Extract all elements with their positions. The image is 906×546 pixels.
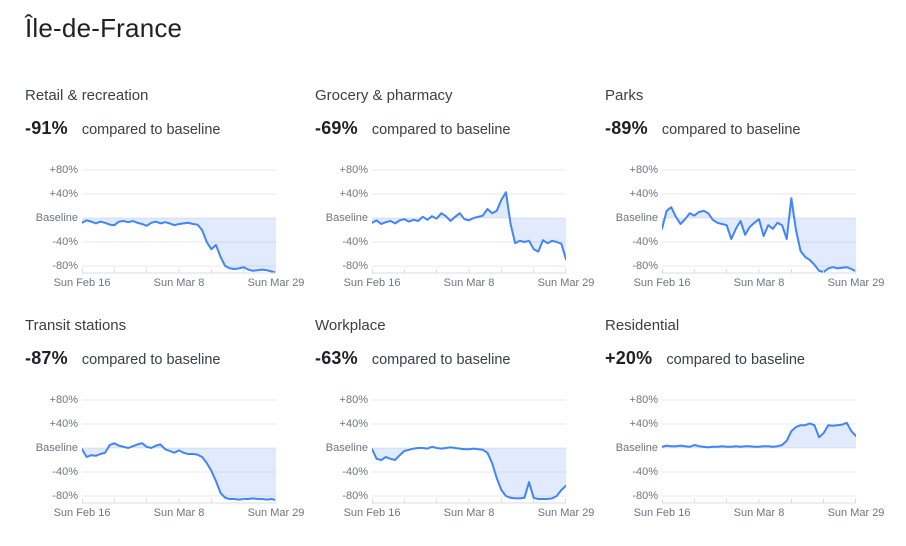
- y-axis-label: -40%: [632, 466, 658, 478]
- tile-transit-stations: Transit stations -87% compared to baseli…: [25, 316, 307, 546]
- mobility-chart: +80% +40% Baseline -40% -80% Sun Feb 16 …: [25, 383, 307, 523]
- tile-residential: Residential +20% compared to baseline +8…: [605, 316, 887, 546]
- chart-canvas: [372, 169, 566, 274]
- y-axis-label: +40%: [49, 188, 78, 200]
- delta-caption: compared to baseline: [371, 352, 511, 368]
- x-axis-label: Sun Feb 16: [343, 277, 401, 289]
- delta-value: -63%: [315, 348, 358, 368]
- x-axis-label: Sun Mar 29: [537, 507, 595, 519]
- category-title: Transit stations: [25, 317, 127, 334]
- y-axis-label: -40%: [342, 236, 368, 248]
- delta-row: -63% compared to baseline: [315, 348, 597, 370]
- y-axis-label: Baseline: [35, 212, 78, 224]
- delta-value: -89%: [605, 118, 648, 138]
- delta-value: -91%: [25, 118, 68, 138]
- tile-workplace: Workplace -63% compared to baseline +80%…: [315, 316, 597, 546]
- chart-canvas: [662, 169, 856, 274]
- x-axis-label: Sun Mar 8: [443, 277, 495, 289]
- delta-value: -87%: [25, 348, 68, 368]
- y-axis-label: +80%: [49, 394, 78, 406]
- y-axis-label: Baseline: [615, 212, 658, 224]
- y-axis-label: -80%: [342, 260, 368, 272]
- delta-value: -69%: [315, 118, 358, 138]
- mobility-report-page: Île-de-France Retail & recreation -91% c…: [0, 13, 906, 546]
- x-axis-label: Sun Mar 29: [247, 277, 305, 289]
- mobility-chart: +80% +40% Baseline -40% -80% Sun Feb 16 …: [315, 153, 597, 293]
- delta-row: -87% compared to baseline: [25, 348, 307, 370]
- category-title: Residential: [605, 317, 680, 334]
- x-axis-label: Sun Mar 8: [733, 277, 785, 289]
- delta-row: -89% compared to baseline: [605, 118, 887, 140]
- x-axis-label: Sun Mar 29: [537, 277, 595, 289]
- charts-grid: Retail & recreation -91% compared to bas…: [25, 86, 906, 546]
- x-axis-label: Sun Mar 29: [247, 507, 305, 519]
- delta-caption: compared to baseline: [81, 352, 221, 368]
- x-axis-label: Sun Mar 29: [827, 507, 885, 519]
- mobility-chart: +80% +40% Baseline -40% -80% Sun Feb 16 …: [605, 153, 887, 293]
- x-axis-label: Sun Feb 16: [343, 507, 401, 519]
- y-axis-label: -80%: [632, 260, 658, 272]
- x-axis-label: Sun Mar 8: [153, 507, 205, 519]
- x-axis-label: Sun Mar 8: [733, 507, 785, 519]
- y-axis-label: +80%: [629, 394, 658, 406]
- y-axis-label: Baseline: [35, 442, 78, 454]
- y-axis-label: +80%: [339, 164, 368, 176]
- y-axis-label: -40%: [52, 236, 78, 248]
- mobility-chart: +80% +40% Baseline -40% -80% Sun Feb 16 …: [25, 153, 307, 293]
- mobility-chart: +80% +40% Baseline -40% -80% Sun Feb 16 …: [605, 383, 887, 523]
- delta-value: +20%: [605, 348, 653, 368]
- y-axis-label: +80%: [629, 164, 658, 176]
- y-axis-label: -40%: [632, 236, 658, 248]
- delta-caption: compared to baseline: [666, 352, 805, 368]
- category-title: Retail & recreation: [25, 87, 149, 104]
- y-axis-label: Baseline: [325, 212, 368, 224]
- category-title: Parks: [605, 87, 644, 104]
- y-axis-label: -40%: [52, 466, 78, 478]
- y-axis-label: +40%: [339, 188, 368, 200]
- tile-parks: Parks -89% compared to baseline +80% +40…: [605, 86, 887, 316]
- y-axis-label: -80%: [342, 490, 368, 502]
- tile-retail-recreation: Retail & recreation -91% compared to bas…: [25, 86, 307, 316]
- x-axis-label: Sun Feb 16: [633, 277, 691, 289]
- y-axis-label: -80%: [632, 490, 658, 502]
- y-axis-label: Baseline: [615, 442, 658, 454]
- y-axis-label: +40%: [629, 188, 658, 200]
- delta-caption: compared to baseline: [371, 122, 511, 138]
- region-title: Île-de-France: [25, 13, 183, 43]
- delta-row: -69% compared to baseline: [315, 118, 597, 140]
- delta-caption: compared to baseline: [661, 122, 801, 138]
- category-title: Workplace: [315, 317, 386, 334]
- y-axis-label: +80%: [339, 394, 368, 406]
- y-axis-label: Baseline: [325, 442, 368, 454]
- x-axis-label: Sun Feb 16: [53, 507, 111, 519]
- y-axis-label: -80%: [52, 260, 78, 272]
- y-axis-label: +80%: [49, 164, 78, 176]
- mobility-chart: +80% +40% Baseline -40% -80% Sun Feb 16 …: [315, 383, 597, 523]
- x-axis-label: Sun Feb 16: [53, 277, 111, 289]
- chart-canvas: [662, 399, 856, 504]
- x-axis-label: Sun Feb 16: [633, 507, 691, 519]
- y-axis-label: -80%: [52, 490, 78, 502]
- x-axis-label: Sun Mar 8: [153, 277, 205, 289]
- category-title: Grocery & pharmacy: [315, 87, 453, 104]
- y-axis-label: +40%: [339, 418, 368, 430]
- chart-canvas: [372, 399, 566, 504]
- tile-grocery-pharmacy: Grocery & pharmacy -69% compared to base…: [315, 86, 597, 316]
- delta-row: -91% compared to baseline: [25, 118, 307, 140]
- chart-canvas: [82, 399, 276, 504]
- y-axis-label: -40%: [342, 466, 368, 478]
- y-axis-label: +40%: [629, 418, 658, 430]
- delta-row: +20% compared to baseline: [605, 348, 887, 370]
- y-axis-label: +40%: [49, 418, 78, 430]
- chart-canvas: [82, 169, 276, 274]
- delta-caption: compared to baseline: [81, 122, 221, 138]
- x-axis-label: Sun Mar 29: [827, 277, 885, 289]
- x-axis-label: Sun Mar 8: [443, 507, 495, 519]
